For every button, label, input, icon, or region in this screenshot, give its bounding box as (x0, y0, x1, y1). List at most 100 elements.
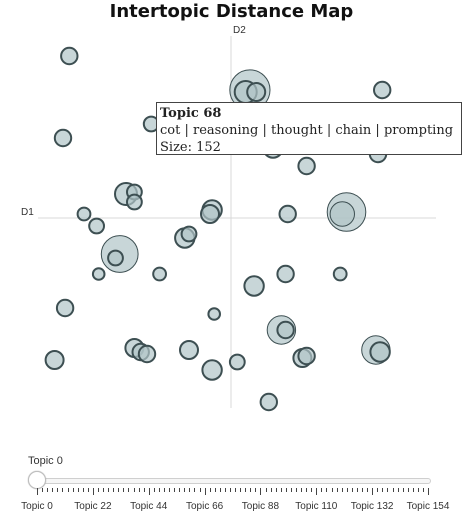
slider-tick (407, 488, 409, 492)
topic-bubble[interactable] (201, 359, 223, 381)
slider-tick (72, 488, 74, 492)
x-axis-label: D1 (21, 207, 34, 218)
topic-slider-track[interactable] (36, 478, 431, 484)
topic-bubble[interactable] (88, 217, 105, 235)
slider-tick (412, 488, 414, 492)
topic-bubble[interactable] (329, 201, 355, 227)
slider-tick (321, 488, 323, 492)
tooltip-words: cot | reasoning | thought | chain | prom… (160, 123, 454, 138)
topic-bubble[interactable] (297, 346, 316, 366)
slider-tick (275, 488, 277, 492)
topic-bubble[interactable] (207, 307, 221, 321)
slider-tick (37, 488, 38, 495)
topic-bubble[interactable] (369, 341, 391, 363)
slider-tick-label: Topic 0 (21, 501, 53, 512)
slider-tick (92, 488, 94, 495)
slider-tick (103, 488, 104, 492)
slider-tick (362, 488, 363, 492)
slider-tick (255, 488, 257, 492)
slider-tick (346, 488, 348, 492)
scatter-plot[interactable]: D1 D2 (0, 0, 475, 460)
slider-tick (316, 488, 318, 495)
y-axis-label: D2 (233, 25, 246, 36)
topic-bubble[interactable] (297, 156, 316, 176)
slider-label: Topic 0 (28, 455, 63, 467)
slider-tick (422, 488, 424, 492)
slider-tick (377, 488, 379, 492)
slider-tick-label: Topic 66 (185, 501, 224, 512)
slider-tick (250, 488, 252, 492)
topic-bubble[interactable] (137, 344, 157, 364)
slider-tick (326, 488, 328, 492)
slider-tick (199, 488, 201, 492)
topic-bubble[interactable] (278, 204, 297, 224)
slider-tick (204, 488, 206, 495)
topic-tooltip: Topic 68 cot | reasoning | thought | cha… (156, 102, 462, 155)
bubble-layer (44, 46, 392, 412)
slider-tick (351, 488, 353, 492)
tooltip-size: Size: 152 (160, 140, 221, 155)
slider-tick (153, 488, 155, 492)
slider-tick (367, 488, 369, 492)
topic-bubble[interactable] (276, 264, 295, 284)
tooltip-title: Topic 68 (160, 106, 222, 121)
slider-tick (392, 488, 394, 492)
slider-tick (260, 488, 262, 495)
slider-tick (382, 488, 384, 492)
topic-bubble[interactable] (276, 320, 295, 340)
slider-tick (240, 488, 242, 492)
slider-tick (123, 488, 125, 492)
topic-bubble[interactable] (246, 82, 267, 102)
slider-tick (224, 488, 226, 492)
slider-tick (138, 488, 140, 492)
topic-bubble[interactable] (228, 353, 246, 371)
slider-tick (118, 488, 120, 492)
slider-tick (97, 488, 99, 492)
slider-tick (82, 488, 84, 492)
slider-tick (163, 488, 165, 492)
topic-slider-handle[interactable] (28, 471, 46, 489)
slider-tick (108, 488, 110, 492)
slider-tick (306, 488, 308, 492)
topic-bubble[interactable] (53, 128, 73, 148)
topic-bubble[interactable] (152, 266, 168, 282)
slider-tick (235, 488, 236, 492)
slider-tick (148, 488, 150, 495)
topic-bubble[interactable] (107, 249, 124, 267)
slider-tick (245, 488, 247, 492)
slider-tick (397, 488, 399, 492)
slider-tick (133, 488, 135, 492)
slider-tick (230, 488, 231, 492)
slider-tick (214, 488, 216, 492)
slider-tick (57, 488, 59, 492)
topic-bubble[interactable] (259, 392, 278, 412)
topic-bubble[interactable] (60, 46, 79, 66)
slider-tick (428, 488, 429, 495)
slider-tick-label: Topic 154 (406, 501, 450, 512)
topic-bubble[interactable] (76, 206, 92, 222)
topic-bubble[interactable] (180, 225, 198, 243)
topic-bubble[interactable] (332, 266, 348, 282)
topic-bubble[interactable] (200, 204, 220, 224)
slider-tick-label: Topic 132 (350, 501, 394, 512)
slider-tick (290, 488, 292, 492)
slider-tick (417, 488, 419, 492)
topic-bubble[interactable] (44, 350, 65, 370)
slider-tick (331, 488, 333, 492)
slider-tick (169, 488, 170, 492)
slider-tick (356, 488, 358, 492)
topic-bubble[interactable] (243, 275, 265, 297)
slider-tick (47, 488, 49, 492)
slider-tick (158, 488, 160, 492)
topic-bubble[interactable] (91, 267, 106, 281)
topic-bubble[interactable] (125, 193, 143, 211)
slider-tick (52, 488, 54, 492)
slider-tick (402, 488, 404, 492)
slider-tick (285, 488, 287, 492)
topic-bubble[interactable] (55, 298, 75, 318)
topic-bubble[interactable] (179, 340, 199, 360)
slider-tick (184, 488, 186, 492)
slider-tick (265, 488, 267, 492)
topic-bubble[interactable] (373, 80, 392, 100)
slider-tick (280, 488, 282, 492)
